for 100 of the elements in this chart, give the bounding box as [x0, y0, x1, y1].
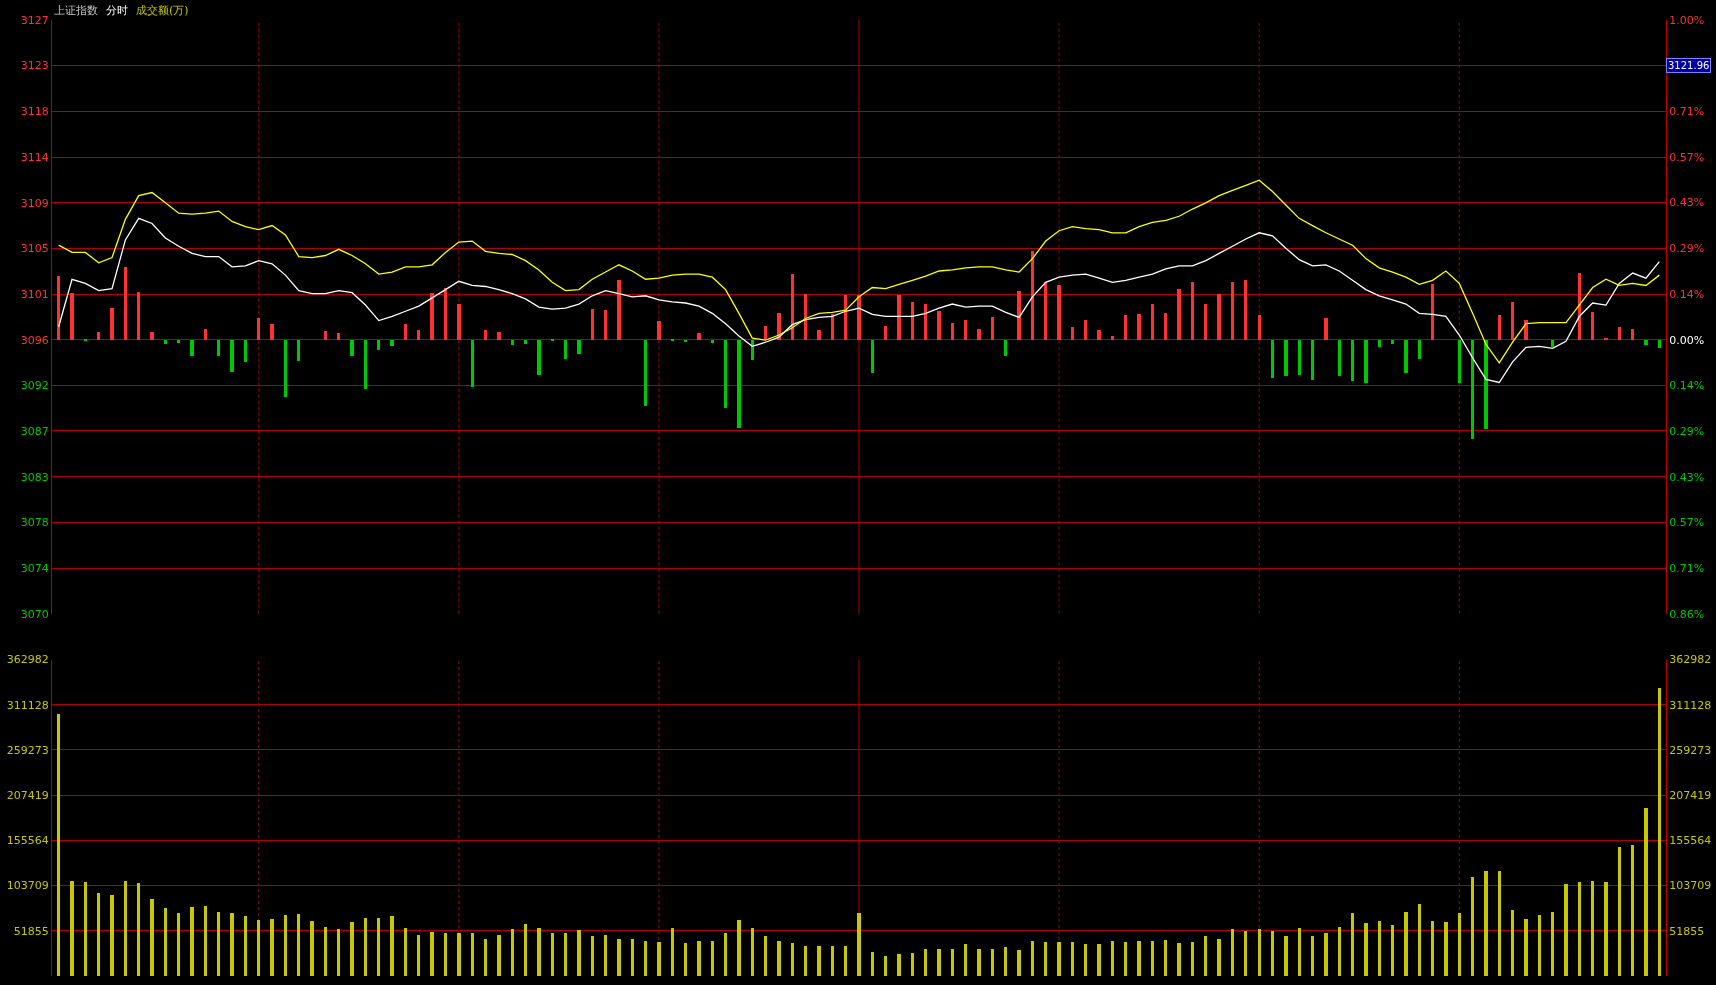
- chart-title: 上证指数: [54, 4, 98, 17]
- bar: [1031, 940, 1034, 976]
- bar: [417, 934, 420, 976]
- bar: [804, 294, 807, 340]
- bar: [284, 914, 287, 976]
- bar: [204, 329, 207, 340]
- bar: [1578, 273, 1581, 340]
- bar: [644, 940, 647, 976]
- bar: [1551, 340, 1554, 347]
- bar: [484, 938, 487, 976]
- bar: [1351, 340, 1354, 381]
- bar: [1217, 294, 1221, 340]
- bar: [1031, 251, 1034, 340]
- bar: [1298, 927, 1301, 976]
- y2-tick-label: 362982: [1669, 653, 1712, 667]
- bar: [1564, 883, 1568, 976]
- bar: [1271, 930, 1274, 976]
- bar: [1191, 282, 1194, 340]
- bar: [911, 952, 914, 976]
- bar: [1578, 881, 1581, 976]
- y2-tick-label: 0.86%: [1669, 607, 1705, 621]
- bar: [137, 882, 140, 976]
- bar: [417, 330, 420, 340]
- y-tick-label: 3123: [20, 59, 49, 73]
- bar: [270, 324, 274, 340]
- bar: [257, 919, 260, 976]
- bar: [751, 340, 754, 360]
- bar: [230, 912, 234, 976]
- y2-tick-label: 0.43%: [1669, 196, 1705, 210]
- y-tick-label: 3101: [20, 287, 49, 301]
- bar: [697, 940, 701, 976]
- bar: [577, 929, 581, 976]
- bar: [1431, 920, 1434, 976]
- bar: [604, 934, 607, 976]
- bar: [1071, 327, 1074, 340]
- bar: [604, 310, 607, 340]
- bar: [964, 320, 967, 340]
- bar: [684, 942, 687, 976]
- y2-tick-label: 103709: [1669, 879, 1712, 893]
- bar: [831, 945, 834, 976]
- bar: [937, 948, 941, 976]
- bar: [204, 905, 207, 976]
- bar: [1324, 318, 1328, 340]
- bar: [1284, 340, 1288, 376]
- bar: [817, 330, 821, 340]
- bar: [1298, 340, 1301, 375]
- bar: [164, 907, 167, 976]
- y2-tick-label: 0.57%: [1669, 151, 1705, 164]
- bar: [190, 906, 194, 976]
- y-tick-label: 3096: [20, 333, 49, 347]
- bar: [471, 932, 474, 976]
- bar: [857, 912, 861, 976]
- bar: [1658, 340, 1661, 348]
- bar: [124, 880, 127, 976]
- bar: [777, 940, 781, 976]
- bar: [1124, 315, 1127, 340]
- bar: [350, 921, 354, 976]
- bar: [177, 340, 180, 343]
- bar: [897, 295, 901, 340]
- y-tick-label: 155564: [6, 834, 49, 848]
- y2-tick-label: 0.00%: [1669, 333, 1705, 347]
- bar: [884, 326, 887, 340]
- bar: [1644, 340, 1648, 345]
- bar: [1111, 336, 1114, 340]
- bar: [831, 314, 834, 340]
- bar: [350, 340, 354, 356]
- bar: [217, 340, 220, 356]
- bar: [444, 288, 447, 340]
- bar: [751, 927, 754, 976]
- bar: [1591, 312, 1594, 340]
- bar: [70, 880, 74, 976]
- bar: [1431, 284, 1434, 340]
- bar: [804, 945, 807, 976]
- bar: [1111, 940, 1114, 976]
- bar: [911, 302, 914, 340]
- bar: [724, 340, 727, 408]
- bar: [1604, 881, 1608, 976]
- bar: [577, 340, 581, 354]
- bar: [284, 340, 287, 397]
- y-tick-label: 3092: [20, 379, 49, 393]
- bar: [671, 927, 674, 976]
- y-tick-label: 3087: [20, 424, 49, 438]
- bar: [297, 913, 300, 976]
- bar: [817, 945, 821, 976]
- bar: [1511, 302, 1514, 340]
- bar: [1177, 942, 1181, 976]
- bar: [1244, 930, 1247, 976]
- bar: [1231, 928, 1234, 976]
- bar: [70, 293, 74, 340]
- bar: [1097, 943, 1101, 976]
- bar: [844, 945, 847, 976]
- bar: [1231, 282, 1234, 340]
- bar: [791, 942, 794, 976]
- bar: [270, 918, 274, 976]
- y-tick-label: 51855: [13, 924, 49, 938]
- bar: [1311, 340, 1314, 380]
- y2-tick-label: 0.29%: [1669, 242, 1705, 256]
- bar: [991, 948, 994, 976]
- y2-tick-label: 0.14%: [1669, 287, 1705, 301]
- bar: [150, 332, 154, 340]
